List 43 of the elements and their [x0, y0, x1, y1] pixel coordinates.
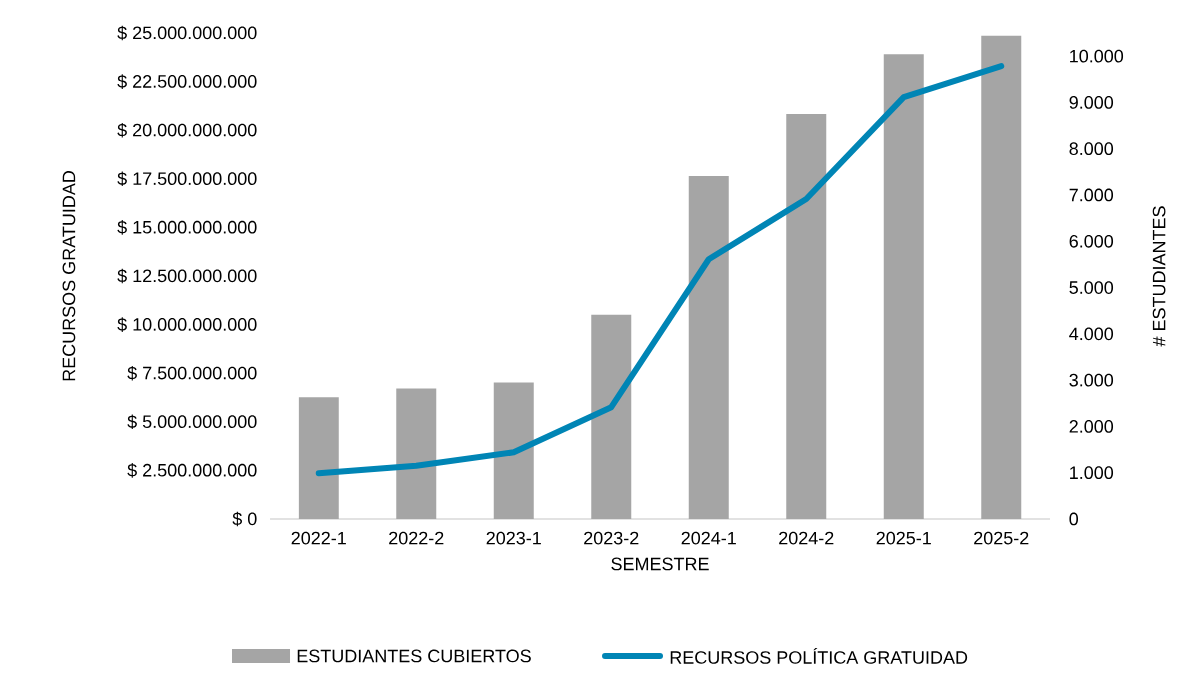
y2-axis-title: # ESTUDIANTES [1152, 206, 1166, 347]
bar [591, 314, 632, 519]
y2-tick-label: 2.000 [1069, 420, 1114, 433]
y-tick-label: $ 17.500.000.000 [117, 171, 257, 187]
x-tick-label: 2025-1 [876, 531, 931, 545]
y2-tick-label: 8.000 [1069, 142, 1114, 156]
bar [493, 382, 534, 519]
bar [981, 35, 1022, 519]
legend-label: RECURSOS POLÍTICA GRATUIDAD [670, 648, 968, 664]
y2-tick-label: 10.000 [1070, 49, 1124, 63]
y-tick-label: $ 0 [232, 511, 257, 527]
y-tick-label: $ 22.500.000.000 [117, 74, 257, 89]
y-tick-label: $ 12.500.000.000 [117, 268, 257, 284]
y-tick-label: $ 20.000.000.000 [117, 122, 257, 138]
y-tick-label: $ 2.500.000.000 [127, 463, 257, 478]
x-tick-label: 2024-1 [681, 531, 736, 545]
y2-tick-label: 0 [1069, 512, 1079, 526]
y2-tick-label: 3.000 [1069, 373, 1114, 387]
y2-tick-label: 4.000 [1069, 327, 1114, 341]
x-tick-label: 2023-2 [584, 531, 639, 545]
bar [688, 176, 729, 519]
y-axis-title: RECURSOS GRATUIDAD [62, 171, 76, 381]
y-tick-label: $ 10.000.000.000 [117, 317, 257, 332]
bar [883, 54, 924, 519]
y-tick-label: $ 5.000.000.000 [127, 414, 257, 430]
bar [786, 113, 827, 519]
x-tick-label: 2024-2 [779, 531, 834, 545]
y-tick-label: $ 15.000.000.000 [117, 220, 257, 235]
x-tick-label: 2025-2 [974, 531, 1029, 545]
bar [298, 397, 339, 519]
x-tick-label: 2023-1 [486, 531, 541, 545]
y2-tick-label: 7.000 [1069, 188, 1114, 202]
x-tick-label: 2022-2 [389, 531, 444, 545]
legend-label: ESTUDIANTES CUBIERTOS [297, 649, 531, 663]
y2-tick-label: 5.000 [1069, 281, 1114, 294]
y-tick-label: $ 7.500.000.000 [127, 365, 257, 381]
x-tick-label: 2022-1 [291, 531, 346, 545]
y-tick-label: $ 25.000.000.000 [117, 25, 257, 41]
bar [396, 388, 437, 519]
y2-tick-label: 6.000 [1069, 234, 1114, 248]
y2-tick-label: 9.000 [1069, 96, 1114, 109]
y2-tick-label: 1.000 [1070, 466, 1114, 480]
x-axis-title: SEMESTRE [611, 557, 709, 571]
